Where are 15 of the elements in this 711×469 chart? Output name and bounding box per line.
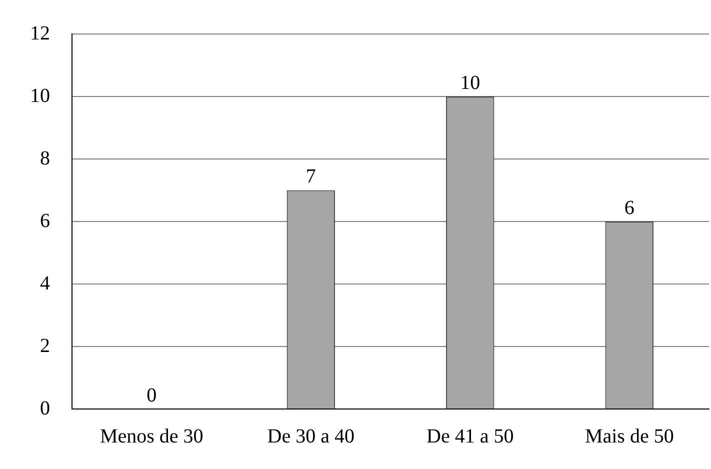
x-tick-label: De 30 a 40 xyxy=(267,425,354,448)
data-label: 6 xyxy=(624,196,634,219)
y-tick-label: 4 xyxy=(40,272,50,294)
x-tick-label: De 41 a 50 xyxy=(426,425,514,448)
y-tick-label: 12 xyxy=(30,22,50,44)
x-tick-label: Menos de 30 xyxy=(100,425,204,448)
y-tick-label: 2 xyxy=(40,334,50,357)
y-tick-label: 0 xyxy=(40,397,50,420)
x-tick-label: Mais de 50 xyxy=(584,425,674,448)
y-tick-label: 10 xyxy=(30,84,50,107)
data-label: 0 xyxy=(146,384,157,406)
data-label: 7 xyxy=(306,166,316,188)
y-tick-label: 6 xyxy=(40,210,50,232)
y-tick-label: 8 xyxy=(40,147,50,170)
data-label: 10 xyxy=(460,72,480,94)
